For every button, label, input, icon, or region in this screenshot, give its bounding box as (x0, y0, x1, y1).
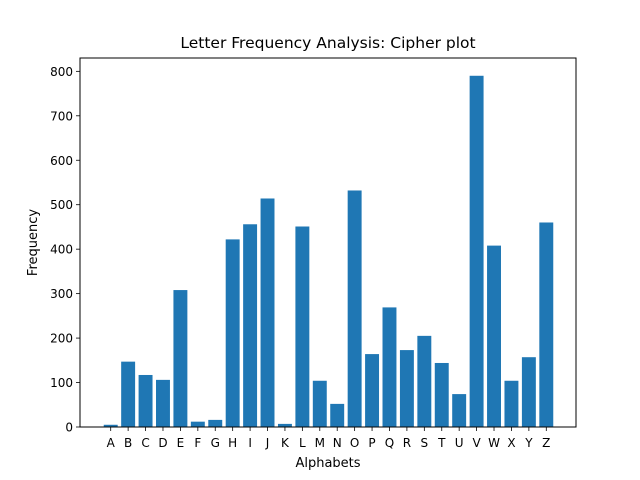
x-tick-label-g: G (211, 436, 220, 450)
x-tick-label-s: S (421, 436, 429, 450)
x-tick-label-o: O (350, 436, 359, 450)
y-tick-label-500: 500 (50, 198, 73, 212)
y-tick-label-600: 600 (50, 154, 73, 168)
x-tick-label-y: Y (524, 436, 533, 450)
bar-c (138, 374, 153, 427)
bar-p (365, 354, 380, 427)
bar-v (469, 75, 484, 427)
y-tick-label-800: 800 (50, 65, 73, 79)
bar-h (225, 239, 240, 427)
x-tick-label-e: E (177, 436, 185, 450)
x-axis-label: Alphabets (295, 456, 360, 471)
bar-g (208, 419, 223, 427)
x-tick-label-f: F (194, 436, 201, 450)
bar-u (452, 394, 467, 427)
bar-x (504, 380, 519, 427)
bar-t (434, 362, 449, 427)
bar-q (382, 307, 397, 427)
bar-j (260, 198, 275, 427)
bar-a (103, 424, 118, 427)
y-axis-label: Frequency (26, 209, 41, 276)
x-tick-label-c: C (141, 436, 149, 450)
x-tick-label-z: Z (542, 436, 550, 450)
x-tick-label-t: T (437, 436, 446, 450)
x-tick-label-d: D (158, 436, 167, 450)
x-tick-label-h: H (228, 436, 237, 450)
plot-frame (79, 57, 577, 428)
bar-w (487, 245, 501, 427)
x-tick-label-b: B (124, 436, 132, 450)
bar-z (539, 222, 554, 427)
y-tick-label-400: 400 (50, 243, 73, 257)
bar-y (521, 357, 536, 427)
x-tick-label-a: A (107, 436, 116, 450)
y-tick-label-700: 700 (50, 109, 73, 123)
x-tick-label-l: L (299, 436, 306, 450)
bar-n (330, 403, 345, 427)
y-tick-label-0: 0 (65, 421, 73, 435)
x-tick-label-r: R (403, 436, 411, 450)
y-tick-label-200: 200 (50, 332, 73, 346)
x-tick-label-i: I (248, 436, 252, 450)
x-tick-label-m: M (315, 436, 325, 450)
bar-k (277, 423, 292, 427)
bar-l (295, 226, 310, 427)
x-tick-label-q: Q (385, 436, 394, 450)
bars-group (103, 75, 554, 427)
x-tick-label-n: N (333, 436, 342, 450)
x-tick-label-k: K (281, 436, 290, 450)
x-tick-label-p: P (368, 436, 375, 450)
y-tick-label-100: 100 (50, 376, 73, 390)
x-tick-label-w: W (488, 436, 500, 450)
bar-b (121, 361, 136, 427)
bar-f (190, 421, 205, 427)
bar-e (173, 290, 188, 427)
bar-i (243, 224, 258, 427)
bar-m (312, 380, 327, 427)
bar-d (156, 379, 170, 427)
x-tick-label-v: V (472, 436, 481, 450)
x-tick-label-u: U (455, 436, 464, 450)
chart-title: Letter Frequency Analysis: Cipher plot (180, 34, 475, 52)
x-tick-label-x: X (507, 436, 515, 450)
bar-s (417, 335, 432, 427)
x-tick-label-j: J (265, 436, 270, 450)
y-axis-ticks: 0 100 200 300 400 500 600 700 800 (50, 65, 80, 435)
y-tick-label-300: 300 (50, 287, 73, 301)
bar-r (399, 350, 414, 427)
bar-o (347, 190, 362, 427)
